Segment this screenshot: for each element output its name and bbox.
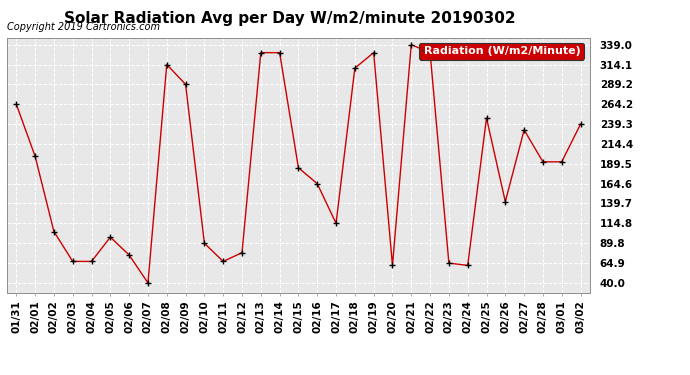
Text: Solar Radiation Avg per Day W/m2/minute 20190302: Solar Radiation Avg per Day W/m2/minute … bbox=[64, 11, 515, 26]
Text: Copyright 2019 Cartronics.com: Copyright 2019 Cartronics.com bbox=[7, 22, 160, 32]
Legend: Radiation (W/m2/Minute): Radiation (W/m2/Minute) bbox=[419, 43, 584, 60]
